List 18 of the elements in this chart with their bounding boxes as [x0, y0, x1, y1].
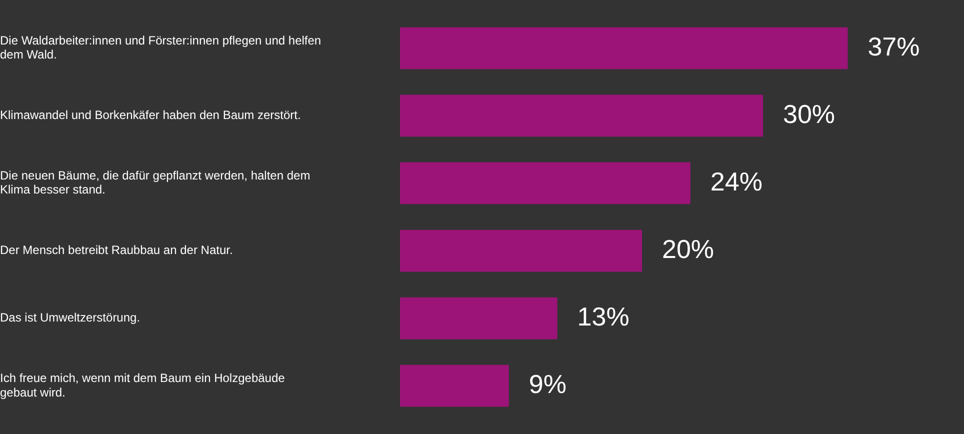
- y-tick-label: Das ist Umweltzerstörung.: [0, 310, 140, 325]
- y-tick-label: Der Mensch betreibt Raubbau an der Natur.: [0, 243, 233, 258]
- data-label: 37%: [868, 31, 920, 62]
- data-label: 30%: [783, 98, 836, 129]
- bar: [400, 364, 509, 407]
- y-tick-label: Die neuen Bäume, die dafür gepflanzt werden, halten dem Klima besser stand.: [0, 168, 310, 197]
- data-label: 13%: [577, 301, 630, 332]
- y-tick-label: Die Waldarbeiter:innen und Förster:innen pflegen und helfen dem Wald.: [0, 33, 322, 62]
- bar: [400, 162, 690, 204]
- bar: [400, 94, 763, 137]
- data-label: 9%: [528, 369, 566, 400]
- y-tick-label: Klimawandel und Borkenkäfer haben den Baum zerstört.: [0, 108, 301, 122]
- bar: [400, 230, 642, 272]
- data-label: 20%: [662, 234, 714, 264]
- y-tick-label: Ich freue mich, wenn mit dem Baum ein Holzgebäude gebaut wird.: [0, 370, 286, 400]
- bar: [400, 27, 848, 70]
- bar: [400, 297, 558, 340]
- data-label: 24%: [710, 166, 762, 196]
